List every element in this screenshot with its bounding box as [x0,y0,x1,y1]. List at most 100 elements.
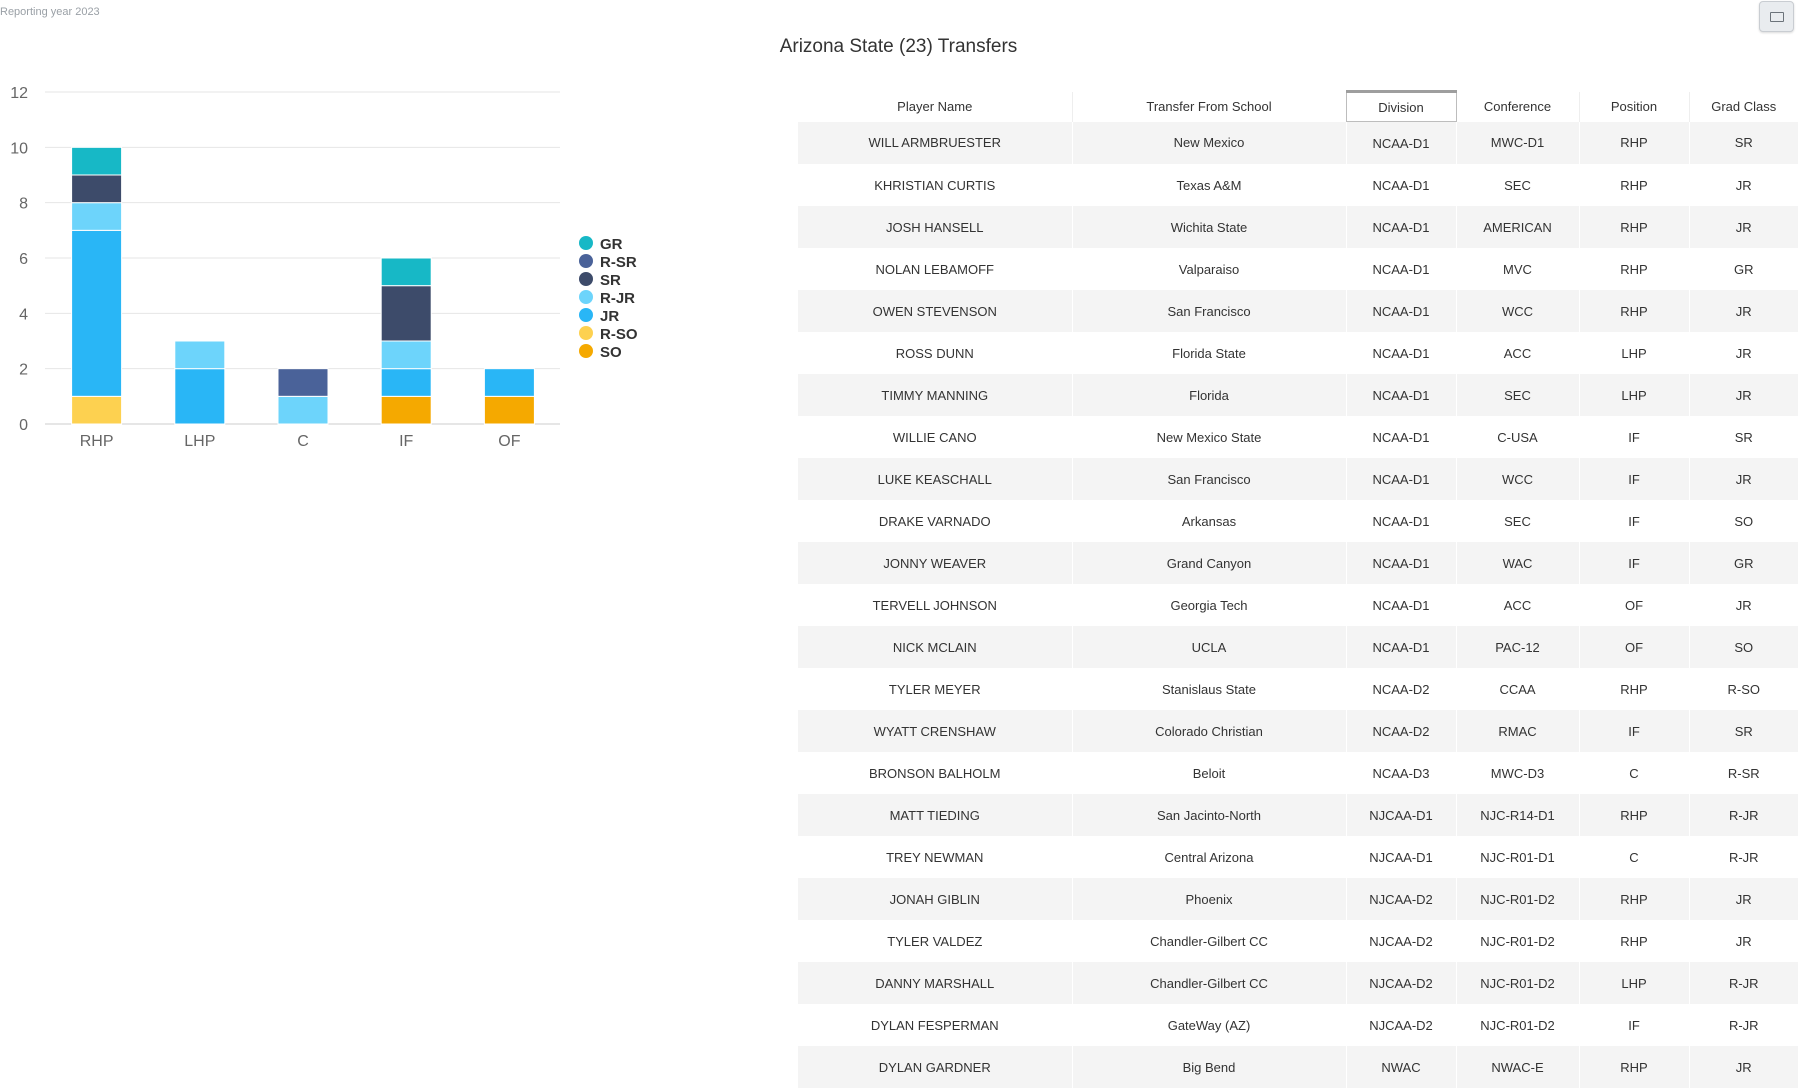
table-cell: NOLAN LEBAMOFF [798,248,1072,290]
legend-label: R-SO [600,326,638,343]
table-cell: RHP [1579,668,1689,710]
table-cell: RHP [1579,1046,1689,1088]
table-cell: R-SO [1689,668,1798,710]
table-cell: OWEN STEVENSON [798,290,1072,332]
table-cell: NCAA-D1 [1346,584,1456,626]
table-cell: IF [1579,416,1689,458]
table-cell: Texas A&M [1072,164,1346,206]
legend-marker [579,290,593,304]
table-cell: OF [1579,584,1689,626]
table-cell: NCAA-D1 [1346,122,1456,165]
column-header-player-name[interactable]: Player Name [798,92,1072,122]
legend-label: R-SR [600,254,637,271]
x-tick-label: LHP [184,433,215,450]
table-cell: TERVELL JOHNSON [798,584,1072,626]
table-cell: RHP [1579,122,1689,165]
table-cell: DYLAN GARDNER [798,1046,1072,1088]
table-cell: NJCAA-D1 [1346,794,1456,836]
table-cell: NJC-R14-D1 [1456,794,1579,836]
table-cell: Beloit [1072,752,1346,794]
table-cell: New Mexico [1072,122,1346,165]
table-cell: R-JR [1689,794,1798,836]
table-cell: UCLA [1072,626,1346,668]
table-cell: LUKE KEASCHALL [798,458,1072,500]
column-header-grad-class[interactable]: Grad Class [1689,92,1798,122]
table-cell: JR [1689,332,1798,374]
column-header-transfer-from-school[interactable]: Transfer From School [1072,92,1346,122]
column-header-position[interactable]: Position [1579,92,1689,122]
table-cell: JOSH HANSELL [798,206,1072,248]
table-cell: R-JR [1689,836,1798,878]
table-cell: SEC [1456,374,1579,416]
y-tick-label: 0 [19,417,28,434]
table-cell: JONAH GIBLIN [798,878,1072,920]
x-tick-label: IF [399,433,413,450]
table-cell: GateWay (AZ) [1072,1004,1346,1046]
table-cell: Arkansas [1072,500,1346,542]
table-cell: Phoenix [1072,878,1346,920]
table-cell: NCAA-D1 [1346,206,1456,248]
table-cell: TYLER VALDEZ [798,920,1072,962]
table-cell: MWC-D1 [1456,122,1579,165]
legend-label: GR [600,236,623,253]
table-cell: Colorado Christian [1072,710,1346,752]
bar-segment [381,396,431,424]
bar-segment [72,203,122,231]
bar-segment [278,369,328,397]
window-toggle-button[interactable] [1759,1,1794,32]
table-cell: GR [1689,248,1798,290]
table-cell: NCAA-D1 [1346,374,1456,416]
bar-segment [484,396,534,424]
table-cell: JR [1689,374,1798,416]
table-cell: SEC [1456,500,1579,542]
bar-segment [175,341,225,369]
table-cell: R-SR [1689,752,1798,794]
table-cell: RHP [1579,920,1689,962]
y-tick-label: 10 [10,140,28,157]
table-cell: C [1579,836,1689,878]
table-cell: IF [1579,458,1689,500]
table-cell: IF [1579,542,1689,584]
table-cell: New Mexico State [1072,416,1346,458]
table-cell: Georgia Tech [1072,584,1346,626]
table-cell: ACC [1456,332,1579,374]
page-title: Arizona State (23) Transfers [700,36,1097,58]
table-cell: San Francisco [1072,290,1346,332]
column-header-division[interactable]: Division [1346,92,1456,122]
x-tick-label: C [297,433,309,450]
legend-marker [579,344,593,358]
table-cell: C-USA [1456,416,1579,458]
table-cell: SEC [1456,164,1579,206]
y-tick-label: 6 [19,251,28,268]
table-cell: NCAA-D1 [1346,458,1456,500]
column-header-conference[interactable]: Conference [1456,92,1579,122]
table-cell: TIMMY MANNING [798,374,1072,416]
table-cell: SO [1689,626,1798,668]
table-cell: NJC-R01-D2 [1456,878,1579,920]
table-cell: SR [1689,416,1798,458]
